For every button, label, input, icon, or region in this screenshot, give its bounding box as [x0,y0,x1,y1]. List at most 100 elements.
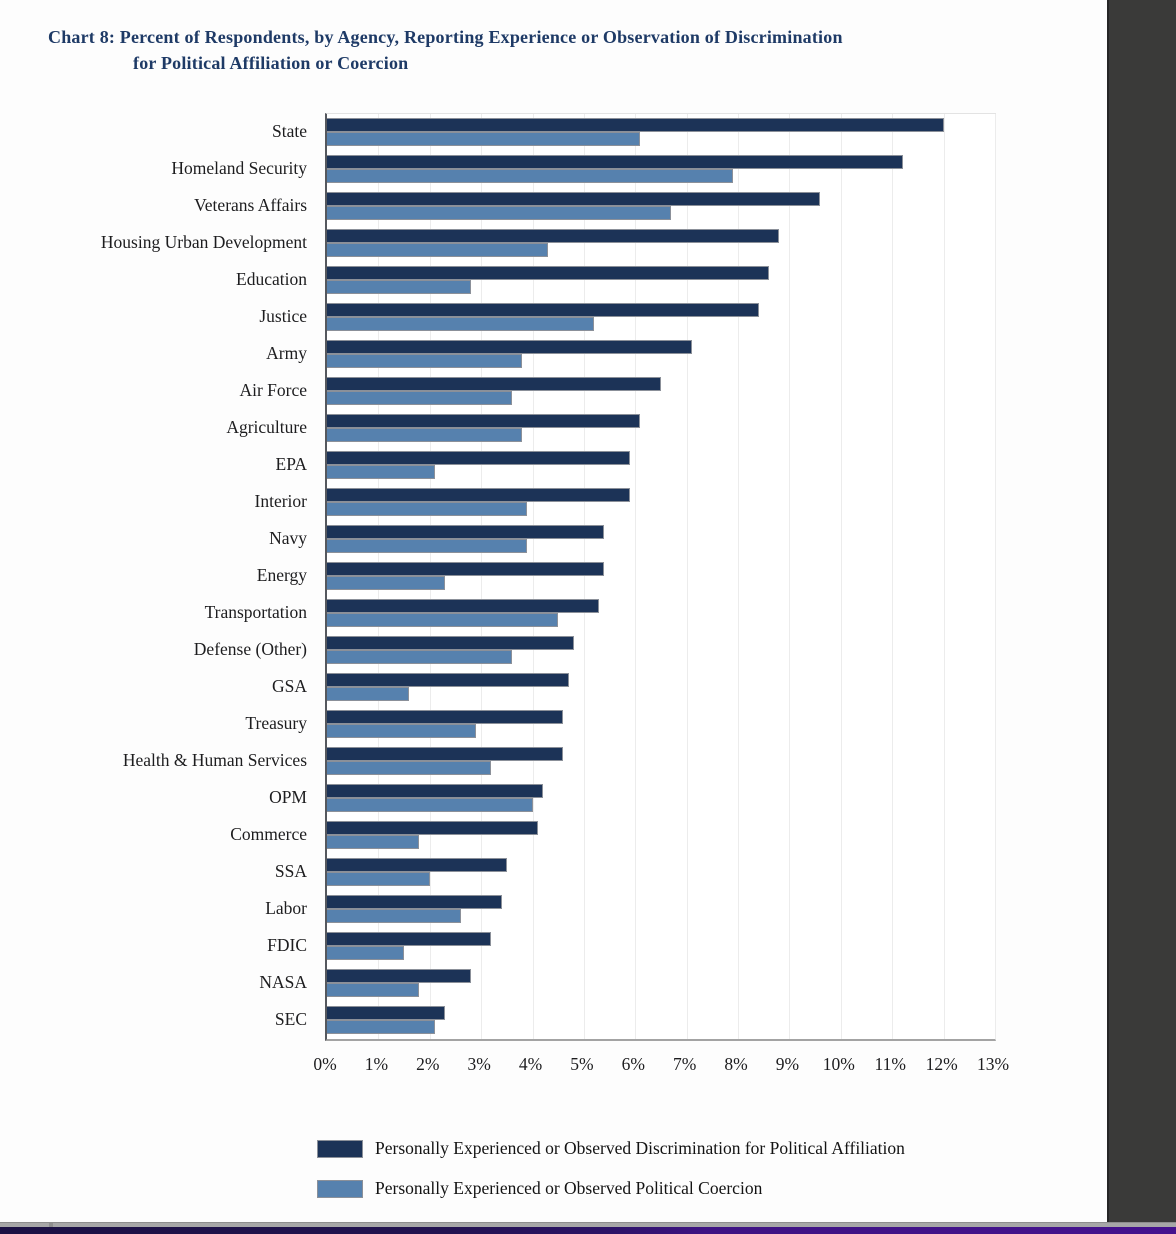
gridline [789,114,791,1039]
category-label: OPM [269,787,307,807]
bar-discrimination-affiliation [327,932,492,946]
legend-item: Personally Experienced or Observed Polit… [317,1178,1037,1199]
bar-political-coercion [327,650,512,664]
bar-discrimination-affiliation [327,895,502,909]
bar-discrimination-affiliation [327,229,780,243]
y-axis-labels: State Homeland Security Veterans Affairs Ho… [0,113,316,1038]
category-label: Housing Urban Development [100,232,307,252]
category-label: Homeland Security [171,158,307,178]
gridline [481,114,483,1039]
bar-discrimination-affiliation [327,340,692,354]
category-label: Justice [259,306,307,326]
bar-discrimination-affiliation [327,525,605,539]
bar-discrimination-affiliation [327,451,631,465]
gridline [738,114,740,1039]
x-tick-label: 12% [925,1054,958,1074]
gridline [943,114,945,1039]
category-label: Interior [254,491,307,511]
category-label: SSA [274,861,307,881]
bar-discrimination-affiliation [327,192,821,206]
x-tick-label: 8% [724,1054,748,1074]
bar-political-coercion [327,872,430,886]
bar-political-coercion [327,206,672,220]
category-label: Army [266,343,307,363]
bar-political-coercion [327,909,461,923]
bar-discrimination-affiliation [327,673,569,687]
category-label: SEC [274,1009,307,1029]
bar-political-coercion [327,280,471,294]
x-tick-label: 2% [416,1054,440,1074]
category-label: Defense (Other) [193,639,307,659]
category-label: EPA [275,454,307,474]
gridline [583,114,585,1039]
window-bottom-edge [0,1227,1176,1234]
bar-discrimination-affiliation [327,969,471,983]
bar-political-coercion [327,761,492,775]
category-label: State [272,121,307,141]
bar-discrimination-affiliation [327,747,564,761]
bar-discrimination-affiliation [327,118,944,132]
x-axis-labels: 0% 1% 2% 3% 4% 5% 6% 7% 8% 9% 10% 11% 12% 13% [313,1054,1009,1080]
category-label: Energy [256,565,307,585]
bar-discrimination-affiliation [327,155,903,169]
bar-political-coercion [327,539,528,553]
bar-discrimination-affiliation [327,488,631,502]
bar-discrimination-affiliation [327,858,507,872]
legend-swatch-dark-navy [317,1139,363,1158]
chart-title: Chart 8: Percent of Respondents, by Agen… [48,24,1048,76]
x-tick-label: 7% [673,1054,697,1074]
plot-area [325,113,996,1041]
bar-discrimination-affiliation [327,303,759,317]
x-tick-label: 0% [313,1054,337,1074]
category-label: GSA [271,676,307,696]
bar-political-coercion [327,798,533,812]
bar-political-coercion [327,576,446,590]
category-label: NASA [259,972,307,992]
bar-political-coercion [327,354,523,368]
gridline [840,114,842,1039]
bar-discrimination-affiliation [327,784,543,798]
x-tick-label: 13% [976,1054,1010,1074]
category-label: Labor [265,898,307,918]
bar-discrimination-affiliation [327,562,605,576]
bar-political-coercion [327,1020,435,1034]
bar-political-coercion [327,613,559,627]
bar-discrimination-affiliation [327,377,661,391]
bar-political-coercion [327,169,733,183]
category-label: Agriculture [226,417,307,437]
x-tick-label: 6% [621,1054,645,1074]
legend-label: Personally Experienced or Observed Discr… [375,1138,905,1158]
category-label: Veterans Affairs [194,195,307,215]
x-tick-label: 4% [518,1054,543,1074]
x-tick-label: 3% [467,1054,491,1074]
gridline [892,114,894,1039]
category-label: Transportation [204,602,307,622]
bar-discrimination-affiliation [327,710,564,724]
x-tick-label: 1% [364,1054,389,1074]
bar-political-coercion [327,317,595,331]
bar-discrimination-affiliation [327,414,641,428]
bar-political-coercion [327,983,420,997]
bar-discrimination-affiliation [327,821,538,835]
bar-political-coercion [327,428,523,442]
bar-political-coercion [327,724,476,738]
scrollbar-notch [49,1223,53,1228]
category-label: Navy [269,528,307,548]
bar-discrimination-affiliation [327,599,600,613]
category-label: Treasury [245,713,307,733]
chart-title-line1: Chart 8: Percent of Respondents, by Agen… [48,27,843,47]
chart-title-line2: for Political Affiliation or Coercion [133,53,409,73]
bar-political-coercion [327,132,641,146]
x-tick-label: 5% [570,1054,594,1074]
bar-political-coercion [327,465,435,479]
bar-discrimination-affiliation [327,266,769,280]
bar-political-coercion [327,502,528,516]
gridline [532,114,534,1039]
x-tick-label: 10% [822,1054,855,1074]
bar-political-coercion [327,687,410,701]
chart-legend: Personally Experienced or Observed Discr… [317,1138,1037,1218]
legend-swatch-steel-blue [317,1179,363,1198]
horizontal-scrollbar[interactable] [0,1222,1176,1228]
category-label: Health & Human Services [122,750,307,770]
